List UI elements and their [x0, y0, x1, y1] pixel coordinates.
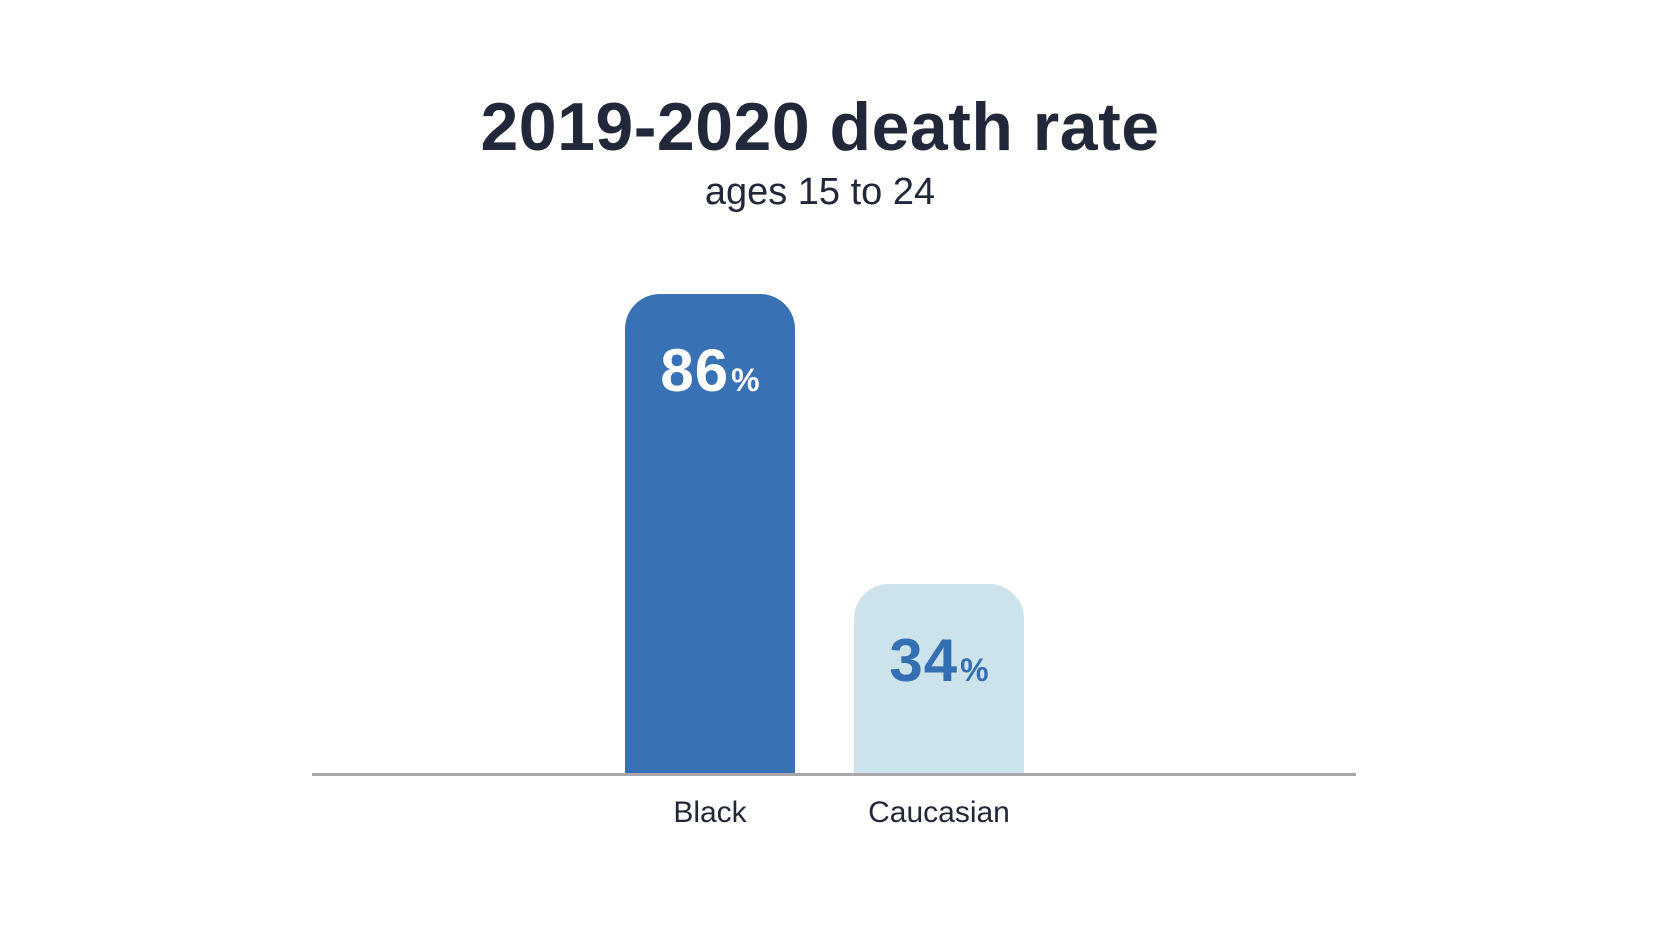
value-number-caucasian: 34	[889, 627, 959, 694]
bar-group-caucasian: 34% Caucasian	[854, 584, 1024, 829]
value-label-black: 86%	[625, 294, 795, 401]
chart-subtitle: ages 15 to 24	[704, 171, 936, 213]
chart-title: 2019-2020 death rate	[480, 89, 1160, 165]
bar-caucasian: 34%	[854, 584, 1024, 773]
value-number-black: 86	[660, 337, 730, 404]
value-suffix-caucasian: %	[960, 652, 989, 688]
value-suffix-black: %	[731, 362, 760, 398]
chart-header: 2019-2020 death rate ages 15 to 24	[0, 93, 1640, 211]
category-label-caucasian: Caucasian	[868, 796, 1010, 829]
bars-row: 86% Black 34% Caucasian	[625, 294, 1024, 829]
value-label-caucasian: 34%	[854, 584, 1024, 691]
category-label-black: Black	[673, 796, 747, 829]
x-axis-line	[312, 773, 1356, 776]
bar-group-black: 86% Black	[625, 294, 795, 829]
bar-black: 86%	[625, 294, 795, 773]
